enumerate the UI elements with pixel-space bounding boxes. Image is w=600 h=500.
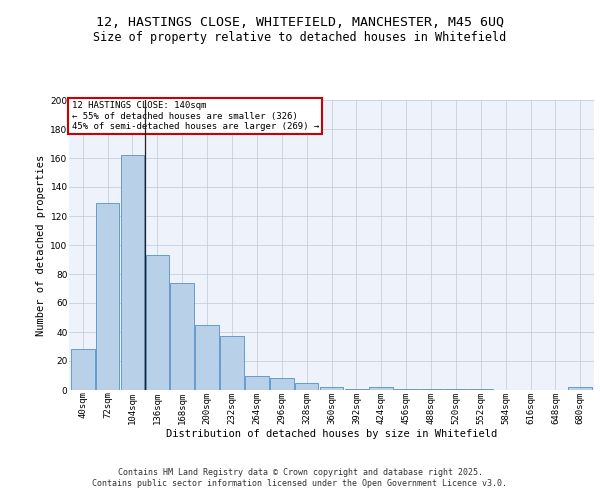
X-axis label: Distribution of detached houses by size in Whitefield: Distribution of detached houses by size …	[166, 429, 497, 439]
Bar	[344, 388, 368, 390]
Bar	[195, 325, 219, 390]
Bar	[444, 388, 468, 390]
Bar	[419, 388, 443, 390]
Bar	[96, 203, 119, 390]
Text: 12, HASTINGS CLOSE, WHITEFIELD, MANCHESTER, M45 6UQ: 12, HASTINGS CLOSE, WHITEFIELD, MANCHEST…	[96, 16, 504, 29]
Bar	[220, 336, 244, 390]
Bar	[146, 255, 169, 390]
Text: 12 HASTINGS CLOSE: 140sqm
← 55% of detached houses are smaller (326)
45% of semi: 12 HASTINGS CLOSE: 140sqm ← 55% of detac…	[71, 102, 319, 132]
Bar	[121, 155, 144, 390]
Bar	[320, 387, 343, 390]
Bar	[295, 383, 319, 390]
Bar	[270, 378, 293, 390]
Bar	[71, 350, 95, 390]
Text: Contains HM Land Registry data © Crown copyright and database right 2025.
Contai: Contains HM Land Registry data © Crown c…	[92, 468, 508, 487]
Y-axis label: Number of detached properties: Number of detached properties	[36, 154, 46, 336]
Bar	[370, 387, 393, 390]
Text: Size of property relative to detached houses in Whitefield: Size of property relative to detached ho…	[94, 31, 506, 44]
Bar	[568, 387, 592, 390]
Bar	[245, 376, 269, 390]
Bar	[394, 388, 418, 390]
Bar	[170, 282, 194, 390]
Bar	[469, 388, 493, 390]
